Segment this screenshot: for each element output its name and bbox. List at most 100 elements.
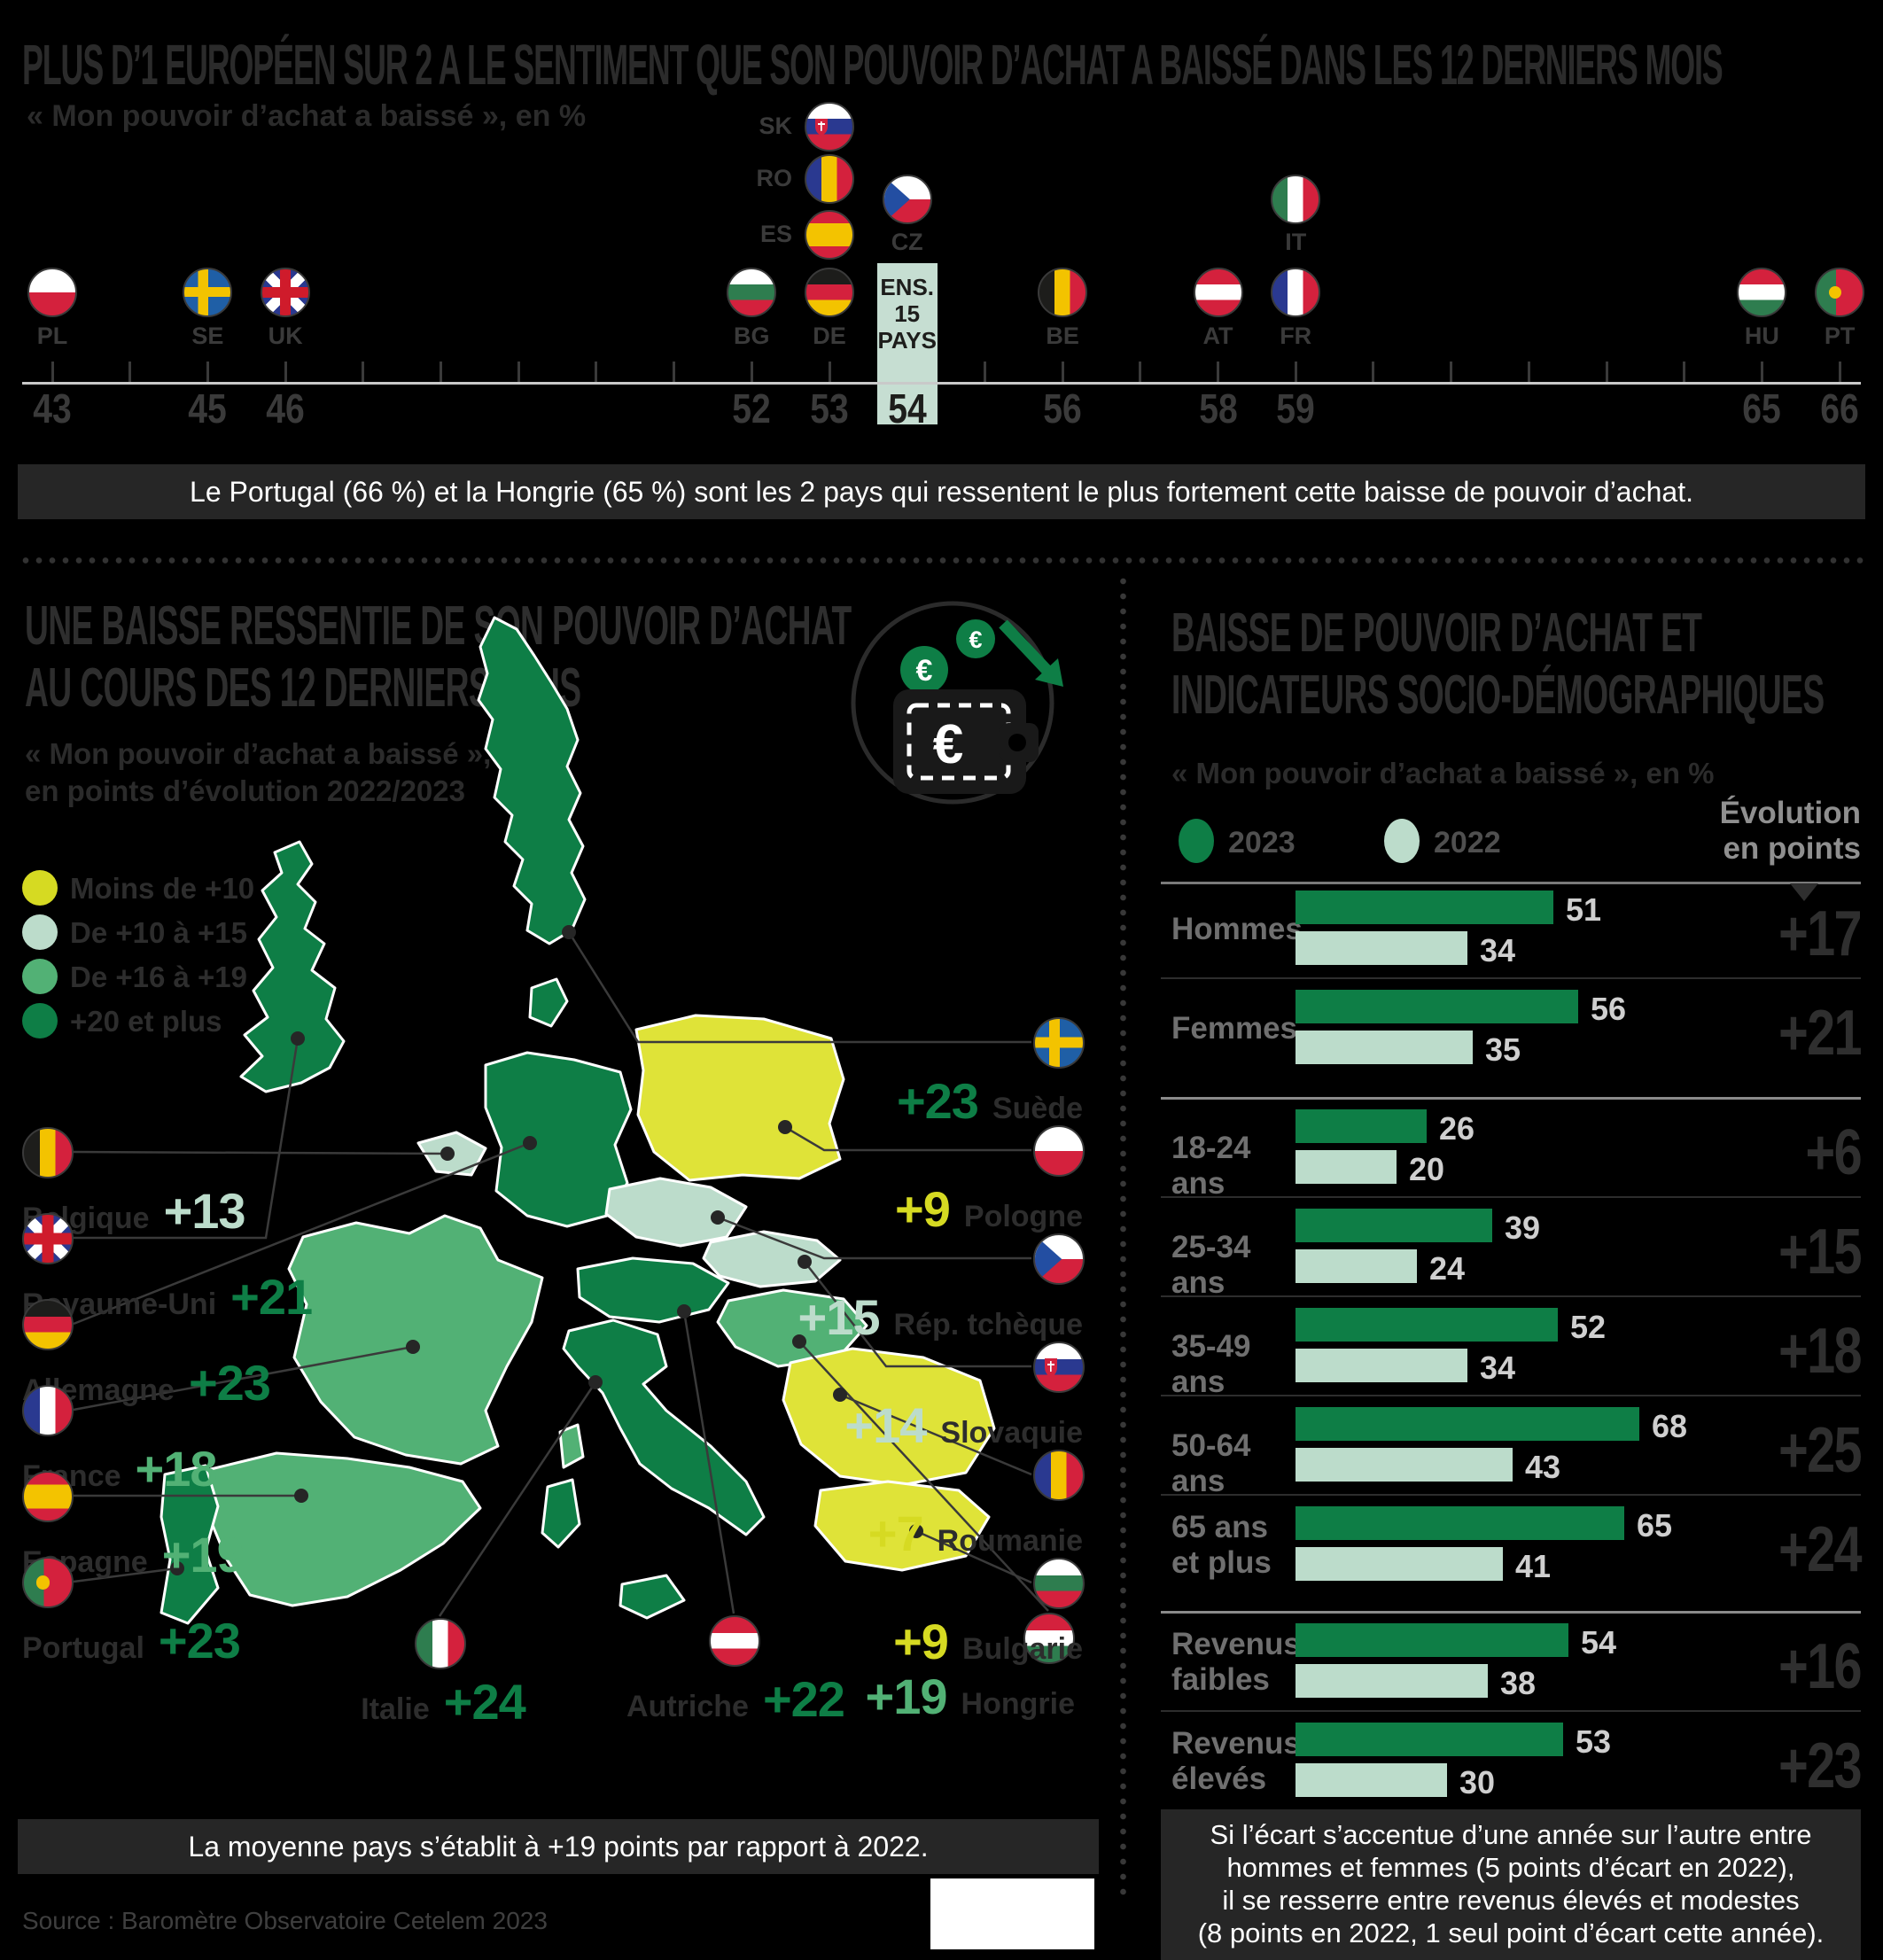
evolution-value: +25: [1778, 1415, 1863, 1486]
map-section-subtitle: « Mon pouvoir d’achat a baissé », en poi…: [25, 737, 492, 807]
bar-2023: [1296, 1407, 1639, 1441]
axis-flag-ro-icon: [805, 154, 854, 204]
row-separator-line: [1161, 977, 1861, 979]
callout-cz: +15 Rép. tchèque: [728, 1288, 1083, 1346]
callout-flag-sk-icon: [1033, 1342, 1085, 1393]
bar-2022: [1296, 1547, 1503, 1581]
axis-flag-label: SE: [191, 323, 224, 349]
callout-evolution-value: +9: [893, 1614, 949, 1669]
bar-2022-value: 43: [1525, 1449, 1561, 1485]
callout-flag-it-icon: [415, 1618, 466, 1669]
legend-2023-label: 2023: [1228, 826, 1296, 859]
callout-sk: +14 Slovaquie: [728, 1396, 1083, 1454]
callout-country-name: Autriche: [626, 1690, 749, 1723]
bars-section-title: BAISSE DE POUVOIR D’ACHAT ET INDICATEURS…: [1171, 603, 1825, 726]
axis-flag-label: ES: [759, 221, 792, 247]
map-island-sicily: [619, 1574, 686, 1620]
bar-2023: [1296, 1623, 1568, 1657]
callout-pl: +9 Pologne: [728, 1180, 1083, 1238]
evolution-value: +24: [1778, 1514, 1863, 1585]
bar-2023-value: 68: [1652, 1408, 1688, 1444]
axis-tick: [1217, 362, 1219, 383]
axis-flag-fr-icon: [1271, 268, 1321, 317]
callout-flag-se-icon: [1033, 1017, 1085, 1069]
axis-tick-label: 52: [732, 385, 772, 432]
callout-connectors: [73, 931, 1049, 1617]
axis-tick-label: 53: [810, 385, 849, 432]
callout-evolution-value: +24: [443, 1674, 526, 1730]
legend-label: +20 et plus: [70, 1005, 222, 1038]
axis-tick: [1294, 362, 1297, 383]
callout-flag-ro-icon: [1033, 1450, 1085, 1501]
callout-de: Allemagne +23: [22, 1354, 394, 1412]
callout-evolution-value: +23: [188, 1355, 271, 1411]
axis-flag-label: UK: [268, 323, 303, 349]
bar-2023: [1296, 1308, 1558, 1342]
axis-flag-label: PL: [36, 323, 68, 349]
legend-separator-line: [1161, 882, 1861, 884]
bar-row-label: 35-49 ans: [1171, 1329, 1251, 1399]
bar-2023-value: 52: [1570, 1309, 1607, 1345]
axis-flag-label: CZ: [891, 229, 923, 255]
bar-2022: [1296, 1031, 1473, 1064]
axis-tick-label: 45: [188, 385, 228, 432]
evolution-value: +16: [1778, 1631, 1863, 1702]
bar-2023-value: 65: [1637, 1507, 1673, 1544]
legend-2022-label: 2022: [1434, 826, 1501, 859]
callout-flag-bg-icon: [1033, 1558, 1085, 1609]
axis-tick: [1527, 362, 1530, 383]
bar-2022: [1296, 1448, 1513, 1482]
country-axis-chart: ENS. 15 PAYS 43 45 46 52 53 54 56 58 59 65 66 PL SE UK BG…: [0, 0, 1883, 443]
axis-flag-label: PT: [1824, 323, 1856, 349]
wallet-euro-decline-icon: € € €: [851, 601, 1063, 805]
callout-fr: France +18: [22, 1440, 394, 1497]
axis-flag-uk-icon: [261, 268, 311, 317]
note-top-text: Le Portugal (66 %) et la Hongrie (65 %) …: [190, 476, 1693, 508]
bar-2022: [1296, 1249, 1417, 1283]
row-separator-line: [1161, 1395, 1861, 1396]
axis-flag-label: RO: [756, 165, 793, 191]
map-island-sardinia: [541, 1478, 581, 1549]
callout-country-name: Pologne: [963, 1200, 1083, 1233]
axis-tick: [1139, 362, 1142, 383]
bar-row-label: 65 ans et plus: [1171, 1510, 1272, 1580]
bar-2022-value: 38: [1500, 1665, 1537, 1701]
map-country-bulgaria: [813, 1480, 991, 1572]
axis-flag-de-icon: [805, 268, 854, 317]
axis-flag-label: FR: [1280, 323, 1312, 349]
ensemble-label-line: PAYS: [877, 327, 937, 354]
bar-row-label: Revenus élevés: [1171, 1726, 1301, 1796]
legend-color-dot: [22, 1003, 58, 1038]
axis-tick-label: 66: [1820, 385, 1859, 432]
decline-arrow-icon: [999, 619, 1052, 675]
axis-tick-label: 58: [1198, 385, 1238, 432]
bar-2022: [1296, 1349, 1467, 1382]
bar-2022-value: 34: [1480, 932, 1516, 968]
euro-coin-small-icon: [956, 619, 995, 658]
evolution-value: +18: [1778, 1316, 1863, 1387]
wallet-body-icon: [893, 689, 1026, 794]
logo-placeholder: [930, 1878, 1094, 1949]
axis-tick: [284, 362, 287, 383]
axis-tick-label: 56: [1043, 385, 1082, 432]
axis-tick: [51, 362, 54, 383]
group-separator-line: [1161, 1611, 1861, 1614]
callout-flag-fr-icon: [22, 1385, 74, 1436]
axis-tick: [128, 362, 132, 383]
axis-tick: [750, 362, 753, 383]
callout-flag-hu-icon: [1023, 1613, 1075, 1664]
evolution-pointer-icon: [1790, 883, 1818, 901]
bar-2023: [1296, 1723, 1563, 1756]
axis-flag-label: DE: [813, 323, 846, 349]
evolution-value: +17: [1778, 898, 1863, 969]
axis-tick: [1683, 362, 1686, 383]
axis-tick-label: 65: [1742, 385, 1782, 432]
bar-2022-value: 34: [1480, 1349, 1516, 1386]
callout-evolution-value: +18: [135, 1441, 218, 1497]
legend-label: De +10 à +15: [70, 916, 247, 949]
map-country-sweden: [477, 616, 587, 945]
axis-tick: [206, 362, 209, 383]
axis-tick-label: 46: [266, 385, 305, 432]
map-island-corsica: [558, 1423, 585, 1469]
